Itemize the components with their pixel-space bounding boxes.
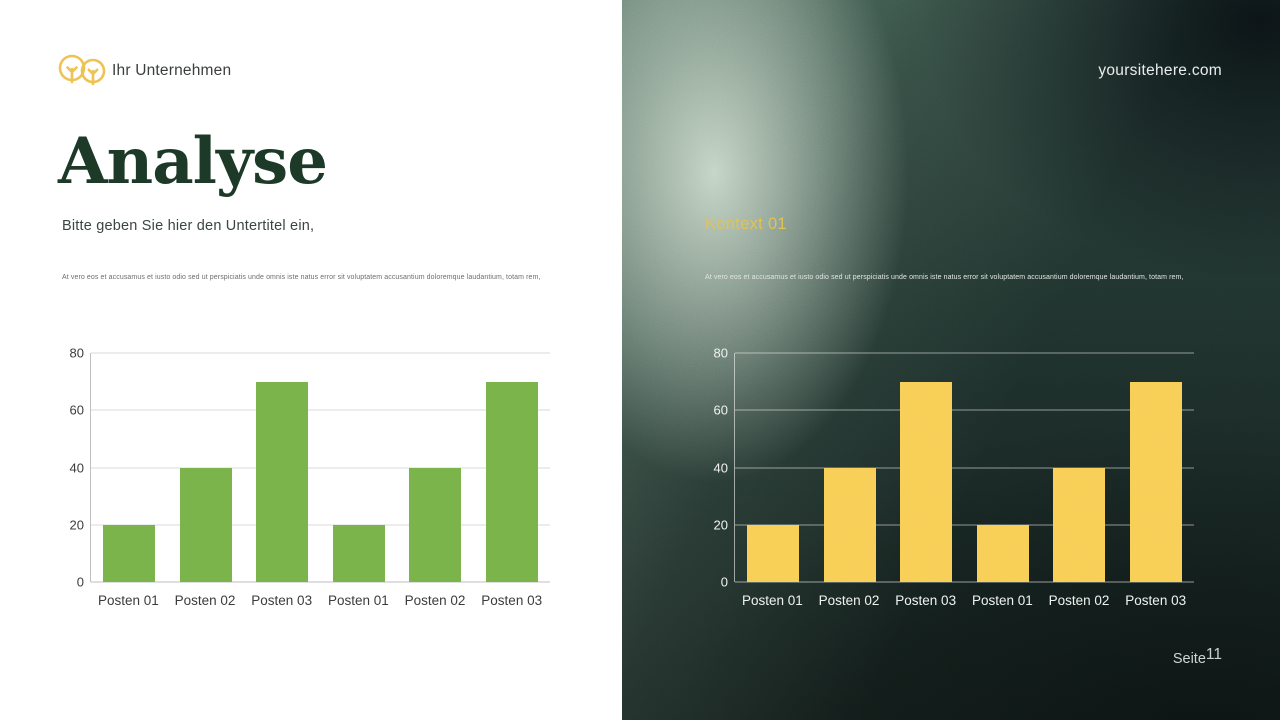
bar-slot <box>321 353 398 582</box>
bar-slot <box>397 353 474 582</box>
bar <box>747 524 800 582</box>
body-text-left: At vero eos et accusamus et iusto odio s… <box>62 274 541 281</box>
y-tick-label: 40 <box>69 460 84 475</box>
y-tick-label: 60 <box>713 402 728 418</box>
bar <box>823 467 876 582</box>
x-category-label: Posten 01 <box>741 593 803 608</box>
gridline <box>91 581 550 583</box>
x-category-label: Posten 01 <box>327 593 389 608</box>
bar <box>409 467 462 582</box>
bars-group <box>91 353 550 582</box>
bar-slot <box>1118 353 1195 582</box>
bar-slot <box>888 353 965 582</box>
page-number-wrap: Seite11 <box>1172 646 1222 668</box>
bar <box>332 524 385 582</box>
company-logo-icon <box>58 54 106 86</box>
subtitle: Bitte geben Sie hier den Untertitel ein, <box>62 218 315 234</box>
bar-slot <box>735 353 812 582</box>
bar-slot <box>1041 353 1118 582</box>
x-category-label: Posten 03 <box>895 593 957 608</box>
x-axis-labels: Posten 01 Posten 02 Posten 03 Posten 01 Post… <box>90 586 550 608</box>
bar <box>485 381 538 582</box>
y-tick-label: 60 <box>69 402 84 418</box>
gridline <box>91 524 550 526</box>
bar-slot <box>168 353 245 582</box>
bar-slot <box>965 353 1042 582</box>
company-name: Ihr Unternehmen <box>112 62 232 79</box>
x-category-label: Posten 01 <box>971 593 1033 608</box>
website-link: yoursitehere.com <box>1098 62 1222 79</box>
body-text-right: At vero eos et accusamus et iusto odio s… <box>705 274 1184 281</box>
y-tick-label: 80 <box>69 345 84 361</box>
y-tick-label: 40 <box>713 460 728 475</box>
x-category-label: Posten 03 <box>1125 593 1187 608</box>
x-category-label: Posten 02 <box>818 593 880 608</box>
slide-right-panel: yoursitehere.com Kontext 01 At vero eos … <box>622 0 1280 720</box>
x-axis-labels: Posten 01 Posten 02 Posten 03 Posten 01 Post… <box>734 586 1194 608</box>
bar <box>976 524 1029 582</box>
bar-slot <box>91 353 168 582</box>
x-category-label: Posten 02 <box>174 593 236 608</box>
gridline <box>91 467 550 468</box>
gridline <box>91 352 550 354</box>
page-number-label: Seite <box>1172 651 1206 667</box>
slide-left-panel: Ihr Unternehmen Analyse Bitte geben Sie … <box>0 0 622 720</box>
chart-plot-area: 0 20 40 60 80 <box>70 347 550 589</box>
x-category-label: Posten 02 <box>1048 593 1110 608</box>
bar-slot <box>474 353 551 582</box>
bar <box>900 381 953 582</box>
bar <box>179 467 232 582</box>
bar-slot <box>244 353 321 582</box>
y-tick-label: 80 <box>713 345 728 361</box>
bar-chart-right: 0 20 40 60 80 Posten 01 Posten 02 Posten 03 Post… <box>704 345 1204 608</box>
bar-slot <box>812 353 889 582</box>
section-heading: Kontext 01 <box>705 215 787 233</box>
y-tick-label: 0 <box>720 574 728 590</box>
y-tick-label: 20 <box>69 517 84 533</box>
x-category-label: Posten 03 <box>481 593 543 608</box>
bar <box>103 524 156 582</box>
bar <box>1129 381 1182 582</box>
gridline <box>91 409 550 411</box>
y-tick-label: 0 <box>76 574 84 590</box>
x-category-label: Posten 02 <box>404 593 466 608</box>
bar <box>256 381 309 582</box>
chart-plot-area: 0 20 40 60 80 <box>714 347 1194 589</box>
bar-chart-left: 0 20 40 60 80 Posten 01 Posten 02 Posten 03 Post… <box>60 345 560 608</box>
page-number: 11 <box>1205 646 1222 663</box>
x-category-label: Posten 01 <box>97 593 159 608</box>
bar <box>1053 467 1106 582</box>
y-tick-label: 20 <box>713 517 728 533</box>
x-category-label: Posten 03 <box>251 593 313 608</box>
page-title: Analyse <box>58 124 328 199</box>
bars-group <box>735 353 1194 582</box>
